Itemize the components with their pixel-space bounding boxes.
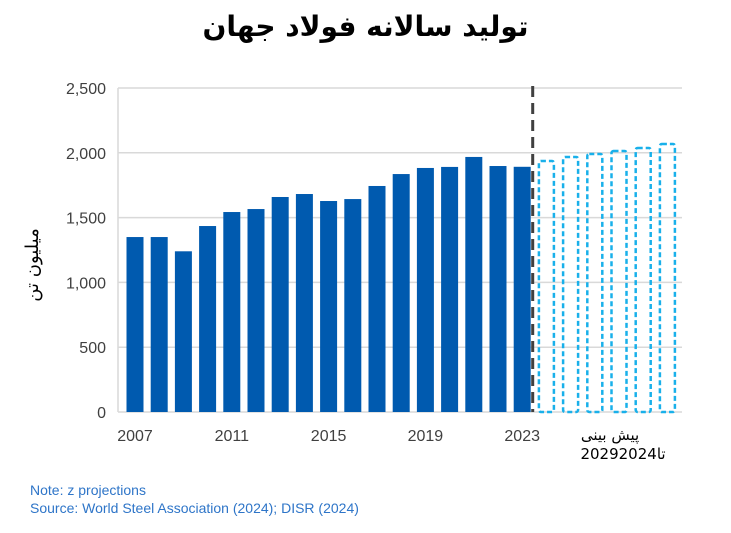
bar-2013: [271, 196, 289, 412]
y-tick-label: 0: [97, 405, 106, 422]
forecast-bar-2026: [586, 152, 604, 414]
chart-title: تولید سالانه فولاد جهان: [202, 10, 529, 43]
bar-2020: [441, 166, 459, 412]
x-tick-labels: 2007 2011 2015 2019 2023: [117, 428, 540, 445]
bar-2019: [416, 167, 434, 412]
bar-2011: [223, 212, 241, 412]
y-tick-label: 2,500: [66, 81, 106, 98]
note-text: Note: z projections: [30, 482, 146, 498]
bar-2010: [199, 226, 217, 412]
forecast-bar-2024: [537, 159, 556, 414]
bar-2009: [174, 251, 192, 412]
y-tick-label: 2,000: [66, 146, 106, 163]
y-tick-label: 500: [79, 340, 106, 357]
bar-2022: [489, 166, 507, 412]
bar-2012: [247, 209, 265, 412]
x-tick-label: 2011: [215, 428, 250, 445]
bar-2018: [392, 174, 410, 412]
bar-2021: [465, 156, 483, 412]
source-text: Source: World Steel Association (2024); …: [30, 500, 359, 516]
forecast-bar-2027: [610, 149, 628, 414]
bars: [126, 86, 677, 414]
y-tick-label: 1,000: [66, 275, 106, 292]
bar-2016: [344, 199, 362, 412]
bar-2008: [150, 237, 168, 412]
y-axis-label: میلیون تن: [22, 228, 43, 301]
forecast-label-line1: پیش بینی: [581, 426, 639, 445]
y-tick-labels: 0 500 1,000 1,500 2,000 2,500: [66, 81, 106, 422]
forecast-bar-2028: [634, 146, 652, 414]
bar-2017: [368, 185, 386, 412]
bar-2007: [126, 237, 144, 412]
bar-2015: [320, 201, 338, 412]
bar-2023: [513, 166, 531, 412]
x-tick-label: 2015: [311, 428, 347, 445]
y-tick-label: 1,500: [66, 211, 106, 228]
bar-2014: [295, 194, 313, 412]
forecast-label-line2: 2029تا2024: [580, 445, 665, 463]
forecast-bar-2029: [658, 142, 677, 414]
x-tick-label: 2007: [117, 428, 153, 445]
x-tick-label: 2019: [408, 428, 444, 445]
x-tick-label: 2023: [504, 428, 540, 445]
forecast-bar-2025: [561, 155, 580, 414]
